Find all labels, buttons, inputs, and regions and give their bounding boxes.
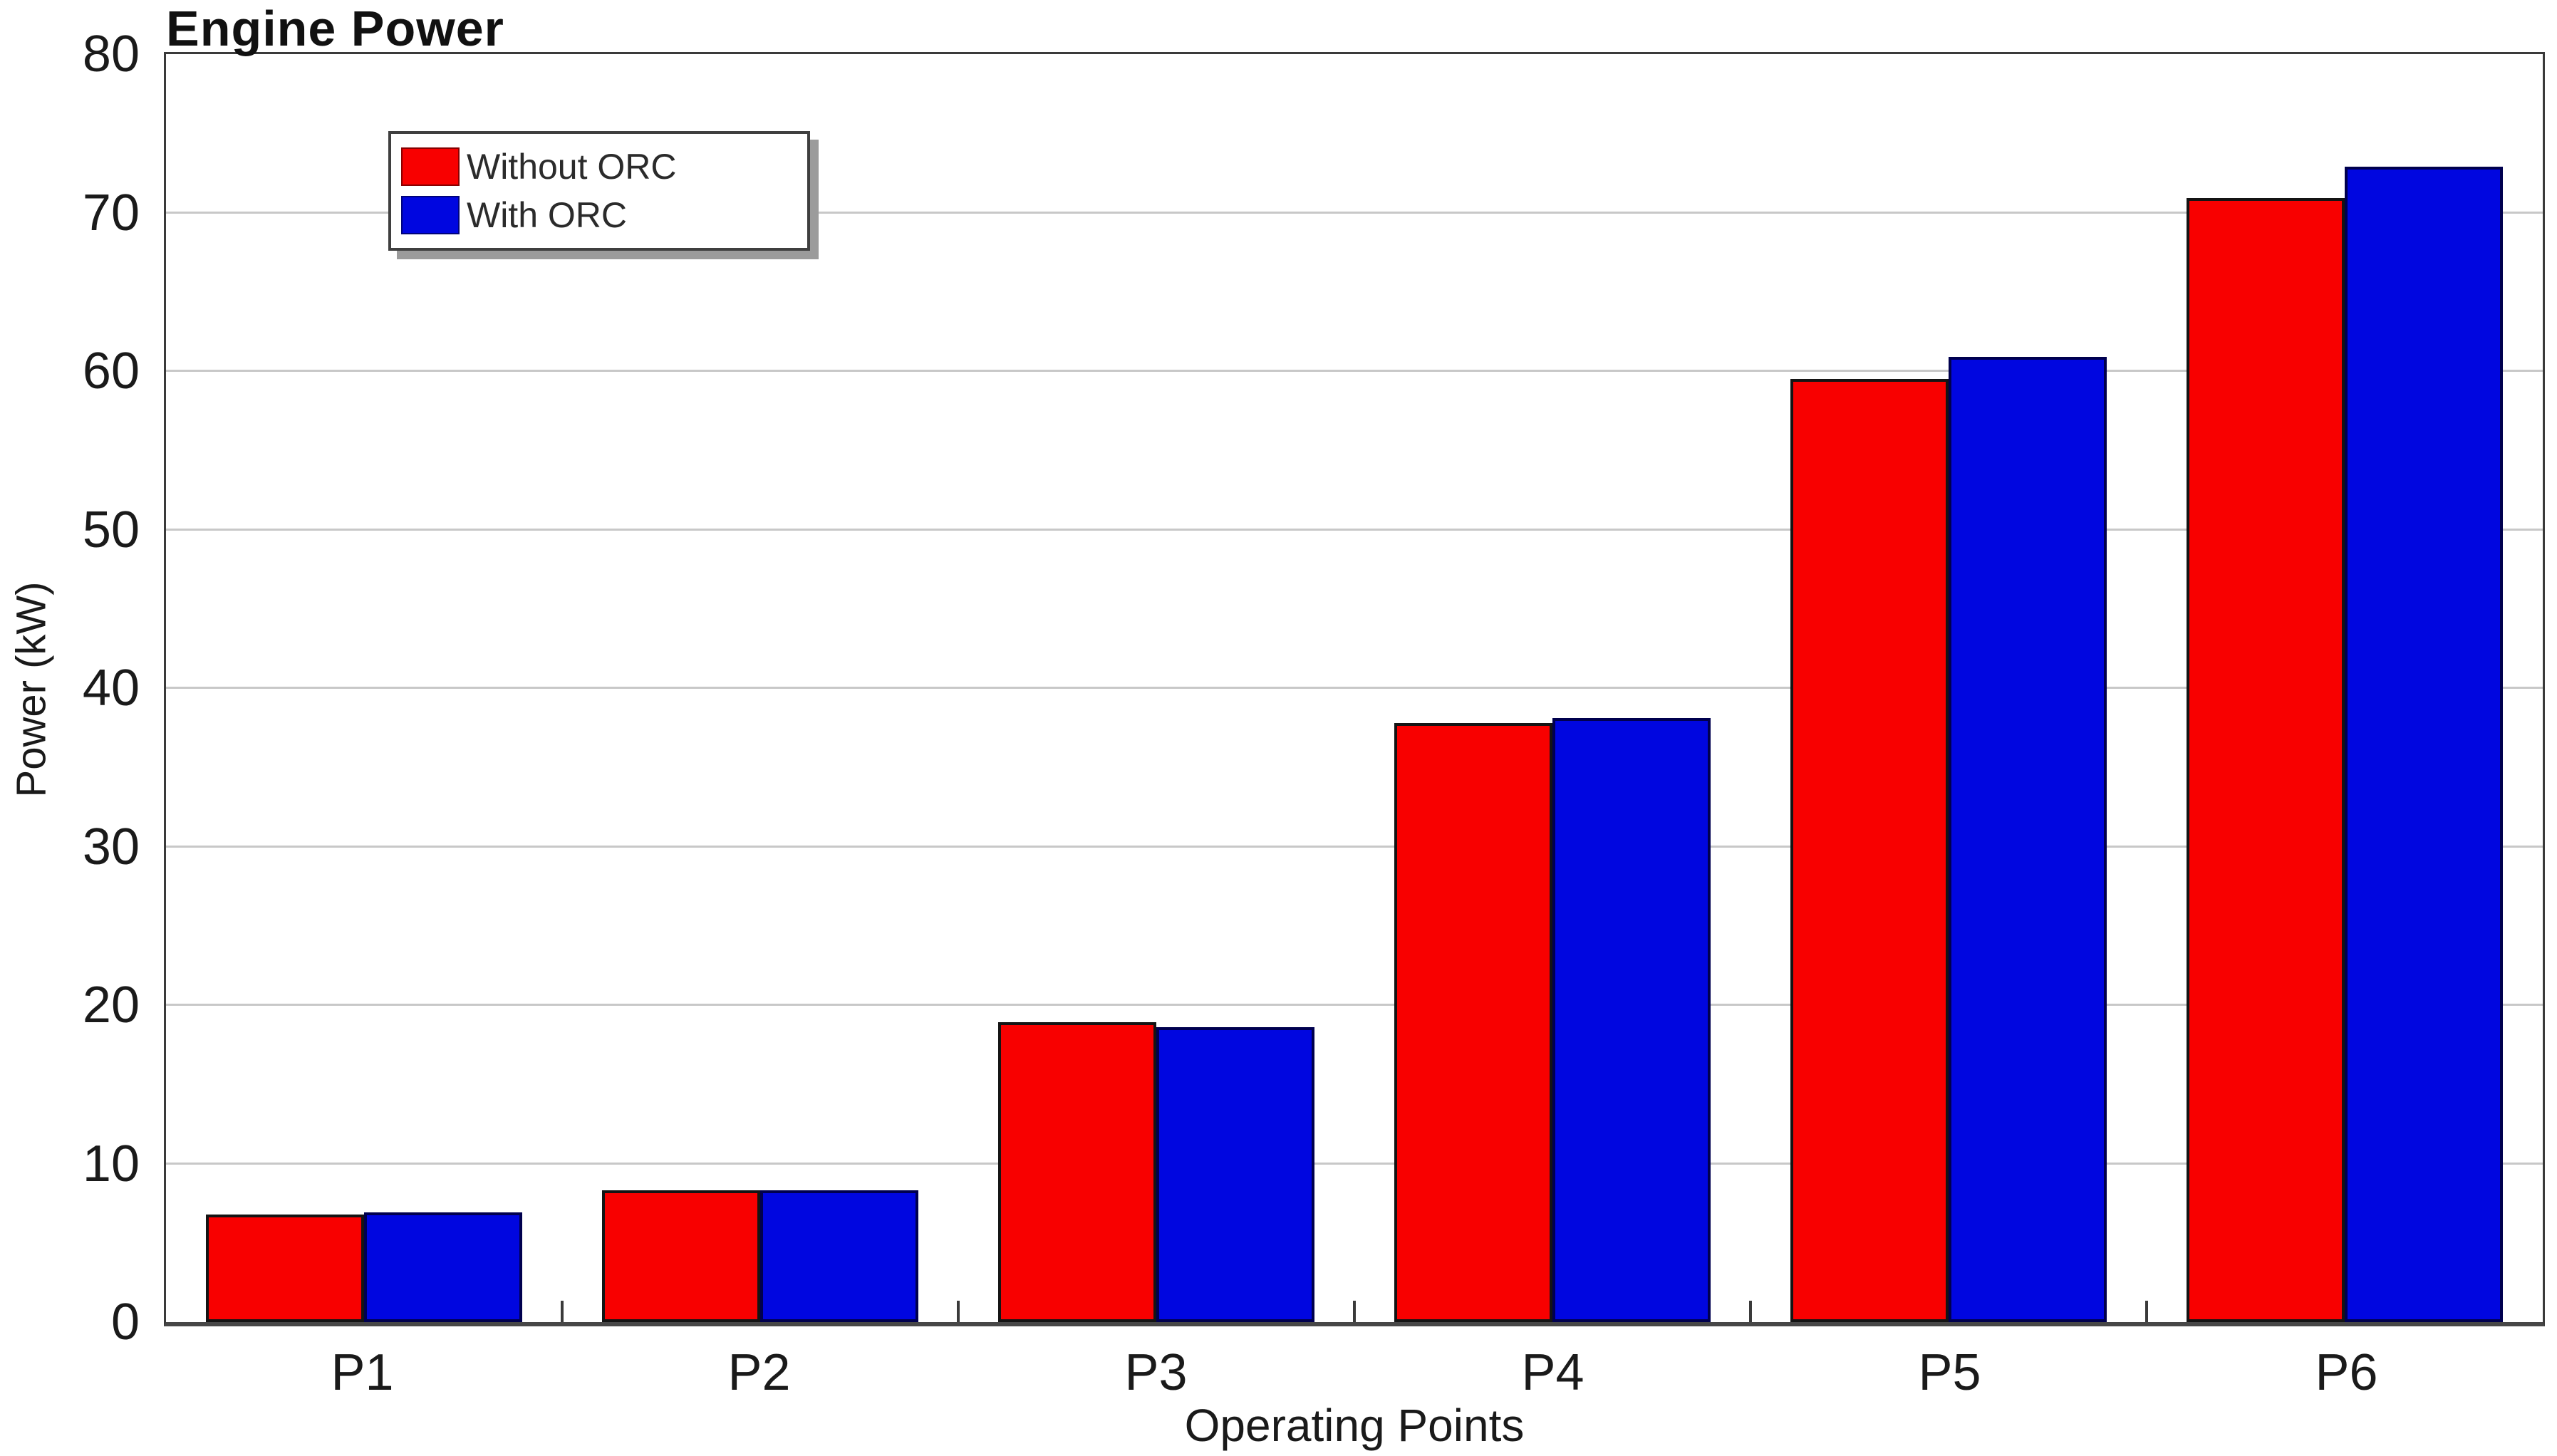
y-tick-label-50: 50	[82, 501, 140, 558]
y-tick-label-70: 70	[82, 184, 140, 241]
bars-layer	[166, 54, 2543, 1322]
x-axis-boundary-tick-4	[1748, 1301, 1752, 1322]
bar-group-P6	[2147, 54, 2543, 1322]
x-tick-label-P5: P5	[1918, 1344, 1981, 1401]
gridline-70	[166, 211, 2543, 214]
y-tick-label-40: 40	[82, 660, 140, 717]
y-tick-label-80: 80	[82, 26, 140, 83]
y-tick-label-60: 60	[82, 343, 140, 400]
bar-P2-with-orc	[760, 1190, 919, 1322]
legend-label-without-orc: Without ORC	[467, 147, 677, 187]
bar-P1-with-orc	[364, 1212, 523, 1322]
bar-P5-without-orc	[1790, 379, 1949, 1322]
x-axis-boundary-tick-1	[560, 1301, 564, 1322]
bar-P3-with-orc	[1156, 1027, 1315, 1322]
gridline-10	[166, 1162, 2543, 1165]
y-tick-label-20: 20	[82, 977, 140, 1034]
x-tick-label-P6: P6	[2315, 1344, 2378, 1401]
y-tick-label-10: 10	[82, 1135, 140, 1192]
x-axis-boundary-tick-5	[2145, 1301, 2148, 1322]
x-tick-label-P4: P4	[1521, 1344, 1584, 1401]
bar-P6-with-orc	[2345, 166, 2504, 1322]
chart-title: Engine Power	[166, 1, 504, 56]
x-tick-label-P3: P3	[1124, 1344, 1188, 1401]
x-tick-label-P1: P1	[331, 1344, 394, 1401]
x-axis-boundary-tick-3	[1353, 1301, 1356, 1322]
legend-swatch-with-orc-icon	[401, 196, 460, 234]
bar-P1-without-orc	[205, 1214, 364, 1322]
y-tick-label-0: 0	[110, 1294, 140, 1351]
bar-P4-with-orc	[1552, 718, 1711, 1322]
gridline-60	[166, 370, 2543, 372]
bar-pair-P3	[997, 54, 1315, 1322]
legend-label-with-orc: With ORC	[467, 195, 627, 235]
legend-swatch-without-orc-icon	[401, 147, 460, 186]
bar-group-P1	[166, 54, 562, 1322]
y-axis-tick-labels: 0 10 20 30 40 50 60 70 80	[0, 0, 142, 1456]
bar-P5-with-orc	[1949, 356, 2107, 1322]
y-axis-label: Power (kW)	[8, 581, 55, 798]
bar-pair-P6	[2186, 54, 2504, 1322]
bar-pair-P4	[1394, 54, 1711, 1322]
x-axis-tick-labels: P1 P2 P3 P4 P5 P6	[164, 1343, 2545, 1402]
bar-P2-without-orc	[601, 1190, 760, 1322]
plot-area: Without ORC With ORC	[164, 52, 2545, 1326]
gridline-30	[166, 845, 2543, 848]
legend: Without ORC With ORC	[388, 131, 810, 251]
legend-item-with-orc: With ORC	[401, 195, 807, 235]
bar-group-P4	[1354, 54, 1751, 1322]
bar-pair-P5	[1790, 54, 2107, 1322]
y-tick-label-30: 30	[82, 818, 140, 875]
bar-P6-without-orc	[2186, 198, 2345, 1322]
bar-P4-without-orc	[1394, 722, 1552, 1322]
bar-pair-P1	[205, 54, 523, 1322]
bar-group-P5	[1751, 54, 2147, 1322]
gridline-20	[166, 1004, 2543, 1006]
bar-group-P3	[958, 54, 1354, 1322]
bar-pair-P2	[601, 54, 919, 1322]
gridline-50	[166, 528, 2543, 531]
x-axis-boundary-tick-2	[956, 1301, 960, 1322]
x-tick-label-P2: P2	[727, 1344, 791, 1401]
bar-group-P2	[562, 54, 958, 1322]
x-axis-label: Operating Points	[1184, 1400, 1525, 1451]
bar-P3-without-orc	[997, 1022, 1156, 1322]
legend-item-without-orc: Without ORC	[401, 147, 807, 187]
gridline-40	[166, 687, 2543, 689]
